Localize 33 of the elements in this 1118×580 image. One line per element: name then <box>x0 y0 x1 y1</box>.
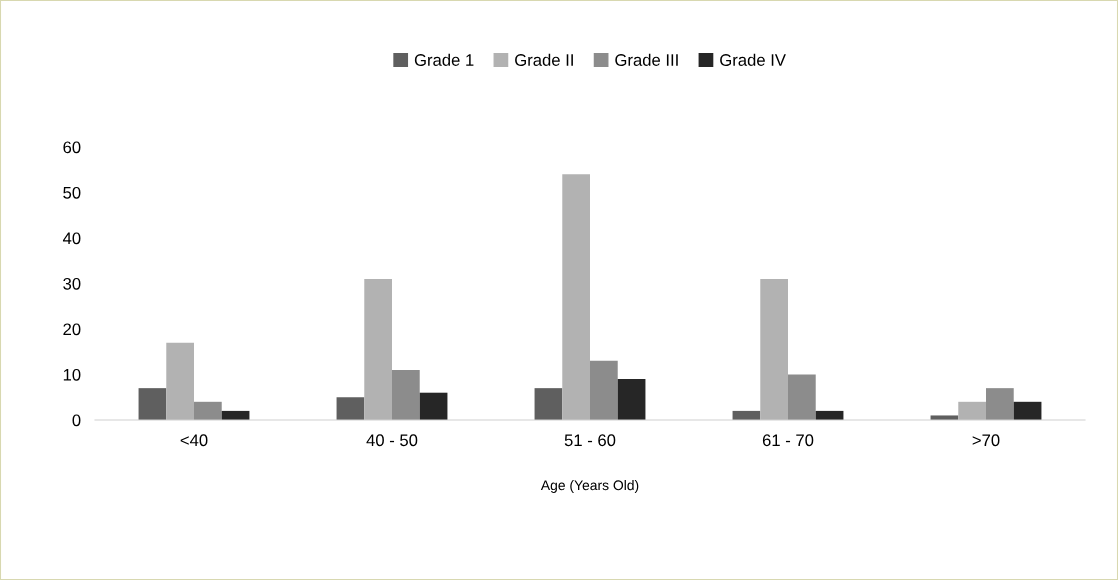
x-tick-label: 61 - 70 <box>762 434 814 447</box>
legend-label: Grade 1 <box>414 53 474 66</box>
y-tick-label: 50 <box>63 186 81 199</box>
bar <box>336 397 365 420</box>
bar <box>760 278 788 420</box>
bar <box>419 392 448 420</box>
bar <box>534 388 563 420</box>
y-tick-label: 40 <box>62 232 81 245</box>
bar <box>562 174 590 420</box>
bar <box>1013 401 1042 420</box>
y-tick-label: 60 <box>63 141 81 154</box>
bar <box>364 278 392 420</box>
bar <box>590 360 618 420</box>
y-tick-label: 0 <box>72 414 81 427</box>
bar <box>788 374 816 420</box>
bar <box>958 401 986 420</box>
x-tick-label: >70 <box>972 434 1000 447</box>
y-tick-label: 20 <box>63 323 81 336</box>
x-tick-label: 40 - 50 <box>366 434 418 447</box>
x-tick-label: 51 - 60 <box>564 434 616 447</box>
x-axis-title: Age (Years Old) <box>540 479 639 493</box>
legend-label: Grade IV <box>720 53 786 66</box>
legend-label: Grade II <box>515 53 573 66</box>
bar <box>617 379 646 420</box>
bar <box>194 401 222 420</box>
y-tick-label: 30 <box>63 277 81 290</box>
bar <box>138 388 167 420</box>
bar <box>392 369 420 420</box>
x-tick-label: <40 <box>180 434 208 447</box>
bar <box>166 342 194 420</box>
legend-label: Grade III <box>615 53 678 66</box>
bar <box>986 388 1014 420</box>
y-tick-label: 10 <box>63 368 81 381</box>
